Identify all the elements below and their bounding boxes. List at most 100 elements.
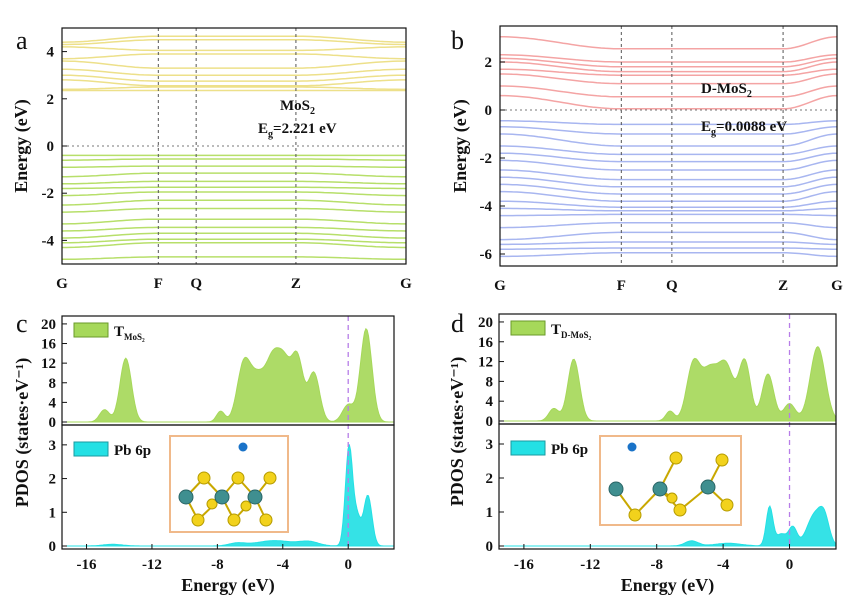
valence-band [62,180,406,185]
valence-band [62,172,406,178]
material-subscript: 2 [747,89,752,100]
band-structure-panel-a: -4 -2 0 2 4 G F Q Z G Energy (eV) MoS2 Eg=2.221 eV [11,27,412,292]
y-tick-label: 16 [478,335,494,351]
x-tick-label: -12 [580,557,600,573]
bottom-frame [498,423,837,550]
legend-swatch-pb [73,441,109,457]
valence-band [500,231,837,241]
plot-frame [499,25,838,267]
bands-group [62,35,406,261]
y-tick-label: 2 [47,92,55,108]
y-tick-label: 2 [485,55,493,71]
band-gap-label: Eg=0.0088 eV [701,119,787,138]
valence-band [500,247,837,250]
y-tick-label: 20 [478,315,493,331]
y-tick-label: 8 [486,374,494,390]
conduction-band [62,53,406,60]
conduction-band [500,54,837,63]
conduction-band [62,60,406,69]
y-tick-label: 0 [485,103,493,119]
y-tick-label: -4 [42,233,55,249]
y-axis-label: PDOS (states·eV⁻¹) [12,358,33,507]
x-tick-label: -4 [717,557,730,573]
conduction-band [500,57,837,68]
valence-band [62,158,406,161]
legend-pb-6p: Pb 6p [114,443,151,459]
y-tick-label: 4 [47,45,55,61]
bottom-frame [61,424,395,550]
kpoint-label: G [56,276,68,292]
valence-band [500,241,837,246]
band-gap-subscript: g [268,129,273,140]
y-axis-label: Energy (eV) [450,99,471,192]
kpoint-label: G [831,278,843,294]
y-axis-label: Energy (eV) [11,99,32,192]
legend-swatch-total [73,322,109,338]
valence-band [500,133,837,147]
conduction-band [500,85,837,98]
conduction-band [62,79,406,87]
valence-band [62,238,406,244]
x-tick-label: -8 [650,557,663,573]
band-gap-subscript: g [711,127,716,138]
pb-atom-icon [238,442,248,452]
y-axis-label: PDOS (states·eV⁻¹) [447,357,468,506]
valence-band [500,183,837,195]
conduction-band [500,36,837,50]
legend-total-subscript: MoS₂ [124,332,145,342]
panel-letter-a: a [16,26,28,55]
legend-total: TMoS₂ [114,324,145,342]
x-tick-label: -4 [277,557,290,573]
y-tick-label: 12 [41,356,56,372]
valence-band [62,186,406,190]
valence-band [500,190,837,202]
valence-band [500,176,837,188]
y-tick-label: -2 [42,186,55,202]
x-tick-label: -8 [211,557,224,573]
y-tick-label: 0 [49,415,57,431]
kpoint-label: Z [778,278,788,294]
kpoint-label: F [154,276,163,292]
legend-swatch-pb [510,440,546,456]
conduction-band [62,86,406,91]
pb-atom-icon [627,442,637,452]
total-dos-area [62,327,394,423]
x-tick-label: -12 [142,557,162,573]
y-tick-label: 4 [49,395,57,411]
total-dos-area [499,346,836,422]
bands-group [500,36,837,258]
conduction-band [500,68,837,76]
y-tick-label: 0 [49,539,57,555]
kpoint-label: Z [291,276,301,292]
d-mos2-structure-inset [599,435,742,526]
panel-letter-c: c [16,309,28,338]
pb-6p-pdos-area [499,504,836,547]
valence-band [500,126,837,135]
band-structure-panel-b: -6 -4 -2 0 2 G F Q Z G Energy (eV) D-MoS2 Eg=0.0088 … [450,25,843,294]
valence-band [62,199,406,206]
kpoint-label: F [617,278,626,294]
y-tick-label: -6 [480,247,493,263]
valence-band [500,159,837,171]
x-tick-label: 0 [786,557,794,573]
conduction-band [500,61,837,73]
conduction-band [62,68,406,76]
valence-band [500,152,837,163]
valence-band [500,213,837,217]
valence-band [62,256,406,261]
x-tick-label: -16 [514,557,534,573]
valence-band [62,218,406,225]
kpoint-label: Q [190,276,202,292]
material-subscript: 2 [310,106,315,117]
valence-band [500,200,837,208]
valence-band [500,169,837,181]
y-tick-label: -4 [480,199,493,215]
conduction-band [62,46,406,52]
y-tick-label: 12 [478,355,493,371]
material-label: D-MoS2 [701,81,752,100]
conduction-band [500,73,837,85]
band-gap-label: Eg=2.221 eV [258,121,337,140]
y-tick-label: -2 [480,151,493,167]
